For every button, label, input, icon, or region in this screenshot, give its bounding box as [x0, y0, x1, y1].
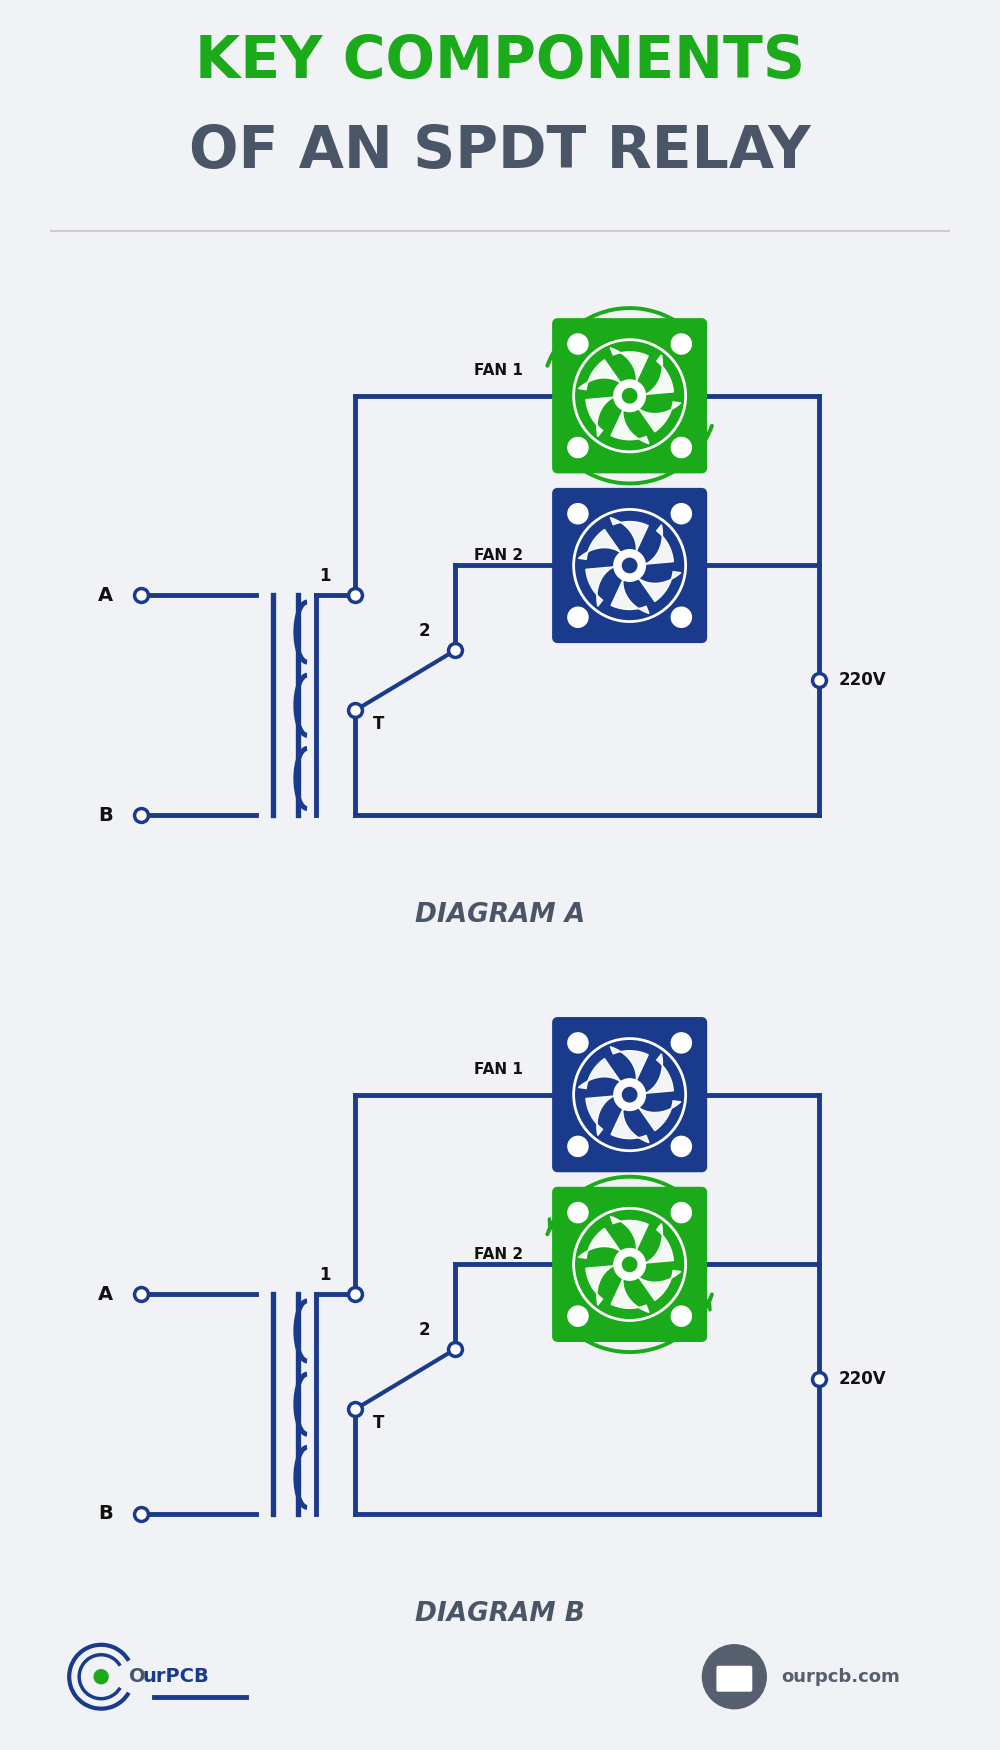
Circle shape — [94, 1670, 108, 1684]
Circle shape — [568, 1306, 588, 1326]
Circle shape — [671, 334, 691, 354]
Circle shape — [702, 1645, 766, 1708]
Circle shape — [568, 607, 588, 626]
Text: 1: 1 — [319, 1267, 330, 1284]
Circle shape — [568, 1202, 588, 1223]
Polygon shape — [578, 1228, 621, 1258]
Text: urPCB: urPCB — [143, 1668, 210, 1687]
Circle shape — [622, 388, 637, 402]
Polygon shape — [586, 397, 614, 436]
Polygon shape — [578, 530, 621, 560]
FancyBboxPatch shape — [554, 1018, 705, 1171]
Circle shape — [568, 1136, 588, 1157]
Text: B: B — [98, 805, 113, 824]
Polygon shape — [639, 1101, 681, 1130]
FancyBboxPatch shape — [554, 320, 705, 472]
Circle shape — [568, 504, 588, 523]
Circle shape — [614, 380, 645, 411]
Circle shape — [671, 1306, 691, 1326]
Text: 1: 1 — [319, 567, 330, 586]
Circle shape — [671, 607, 691, 626]
Circle shape — [622, 1256, 637, 1272]
Polygon shape — [639, 402, 681, 432]
Circle shape — [614, 1078, 645, 1111]
Polygon shape — [611, 1279, 649, 1312]
Circle shape — [568, 1032, 588, 1054]
Circle shape — [614, 550, 645, 581]
Text: KEY COMPONENTS: KEY COMPONENTS — [195, 33, 805, 89]
Text: DIAGRAM A: DIAGRAM A — [415, 901, 585, 928]
Text: 2: 2 — [419, 623, 430, 640]
Text: ourpcb.com: ourpcb.com — [781, 1668, 900, 1685]
Text: 2: 2 — [419, 1321, 430, 1339]
Text: FAN 1: FAN 1 — [474, 364, 523, 378]
Circle shape — [568, 438, 588, 457]
Text: A: A — [98, 586, 113, 605]
Text: OF AN SPDT RELAY: OF AN SPDT RELAY — [189, 123, 811, 180]
Circle shape — [671, 1136, 691, 1157]
Polygon shape — [610, 518, 648, 551]
Polygon shape — [645, 355, 673, 394]
Text: 220V: 220V — [839, 1370, 887, 1388]
Text: FAN 2: FAN 2 — [474, 1248, 523, 1262]
Polygon shape — [639, 1270, 681, 1300]
FancyBboxPatch shape — [716, 1666, 752, 1692]
Text: FAN 1: FAN 1 — [474, 1062, 523, 1078]
Text: 220V: 220V — [839, 672, 887, 690]
FancyBboxPatch shape — [554, 490, 705, 640]
Circle shape — [622, 1087, 637, 1102]
Circle shape — [568, 334, 588, 354]
Circle shape — [671, 504, 691, 523]
Text: B: B — [98, 1505, 113, 1524]
Polygon shape — [578, 360, 621, 390]
Polygon shape — [645, 525, 673, 564]
Text: T: T — [373, 1414, 385, 1431]
Polygon shape — [578, 1059, 621, 1088]
Circle shape — [671, 1032, 691, 1054]
Circle shape — [614, 1248, 645, 1281]
Polygon shape — [586, 1265, 614, 1306]
Polygon shape — [645, 1054, 673, 1094]
Polygon shape — [586, 1096, 614, 1136]
Text: FAN 2: FAN 2 — [474, 548, 523, 564]
Circle shape — [671, 438, 691, 457]
Polygon shape — [611, 410, 649, 444]
Polygon shape — [586, 567, 614, 605]
Polygon shape — [611, 579, 649, 614]
Polygon shape — [610, 1216, 648, 1250]
Polygon shape — [645, 1223, 673, 1264]
Circle shape — [622, 558, 637, 572]
Polygon shape — [610, 1046, 648, 1080]
Circle shape — [671, 1202, 691, 1223]
Text: A: A — [98, 1284, 113, 1304]
Polygon shape — [610, 348, 648, 382]
Text: T: T — [373, 716, 385, 733]
Polygon shape — [639, 572, 681, 602]
Polygon shape — [611, 1110, 649, 1143]
Text: O: O — [129, 1668, 146, 1687]
Text: DIAGRAM B: DIAGRAM B — [415, 1601, 585, 1628]
FancyBboxPatch shape — [554, 1188, 705, 1340]
